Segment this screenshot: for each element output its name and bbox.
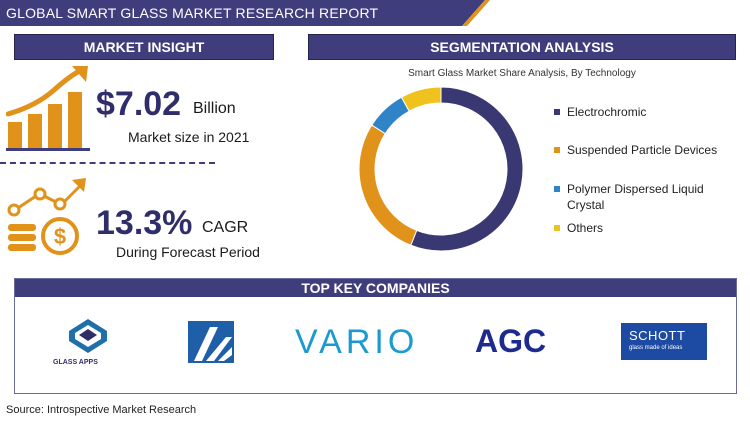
company-logo-blue-square xyxy=(188,321,234,368)
coin-growth-icon: $ xyxy=(6,172,94,265)
chart-title: Smart Glass Market Share Analysis, By Te… xyxy=(408,68,636,79)
source-note: Source: Introspective Market Research xyxy=(6,404,197,416)
growth-chart-icon xyxy=(5,64,94,157)
schott-tagline: glass made of ideas xyxy=(629,345,683,351)
legend-item-others: Others xyxy=(554,220,603,236)
glass-apps-logo: GLASS APPS xyxy=(53,317,123,375)
vario-logo: VARIO xyxy=(295,323,419,361)
top-companies-heading: TOP KEY COMPANIES xyxy=(15,279,736,297)
donut-slice-electrochromic xyxy=(410,86,524,252)
legend-swatch xyxy=(554,109,560,115)
legend-item-polymer-dispersed-liquid-crystal: Polymer Dispersed Liquid Crystal xyxy=(554,181,724,213)
svg-text:$: $ xyxy=(54,224,66,249)
legend-label: Others xyxy=(567,221,604,235)
legend-item-suspended-particle-devices: Suspended Particle Devices xyxy=(554,142,717,158)
report-banner: GLOBAL SMART GLASS MARKET RESEARCH REPOR… xyxy=(0,0,490,26)
segmentation-heading: SEGMENTATION ANALYSIS xyxy=(308,34,736,60)
legend-label: Electrochromic xyxy=(567,105,647,119)
schott-logo: SCHOTT glass made of ideas xyxy=(621,323,707,360)
donut-slice-polymer-dispersed-liquid-crystal xyxy=(371,96,410,135)
cagr-unit: CAGR xyxy=(202,219,249,236)
market-size-unit: Billion xyxy=(193,100,236,117)
top-companies-panel: TOP KEY COMPANIES GLASS APPS VARIO AGC S… xyxy=(14,278,737,394)
legend-item-electrochromic: Electrochromic xyxy=(554,104,646,120)
market-insight-heading: MARKET INSIGHT xyxy=(14,34,274,60)
market-size-value: $7.02 xyxy=(96,85,182,123)
section-divider xyxy=(0,162,215,164)
legend-label: Polymer Dispersed Liquid Crystal xyxy=(567,182,704,212)
legend-swatch xyxy=(554,147,560,153)
legend-swatch xyxy=(554,186,560,192)
glass-apps-name: GLASS APPS xyxy=(53,359,98,366)
legend-swatch xyxy=(554,225,560,231)
cagr-caption: During Forecast Period xyxy=(116,244,260,260)
banner-shape xyxy=(0,0,490,26)
market-size-caption: Market size in 2021 xyxy=(128,129,250,145)
report-title: GLOBAL SMART GLASS MARKET RESEARCH REPOR… xyxy=(6,5,379,21)
technology-share-donut xyxy=(358,86,524,252)
cagr-value: 13.3% xyxy=(96,204,193,242)
donut-slice-suspended-particle-devices xyxy=(358,124,418,246)
agc-logo: AGC xyxy=(475,323,547,359)
donut-slice-others xyxy=(400,86,442,112)
legend-label: Suspended Particle Devices xyxy=(567,143,718,157)
schott-name: SCHOTT xyxy=(629,328,686,343)
